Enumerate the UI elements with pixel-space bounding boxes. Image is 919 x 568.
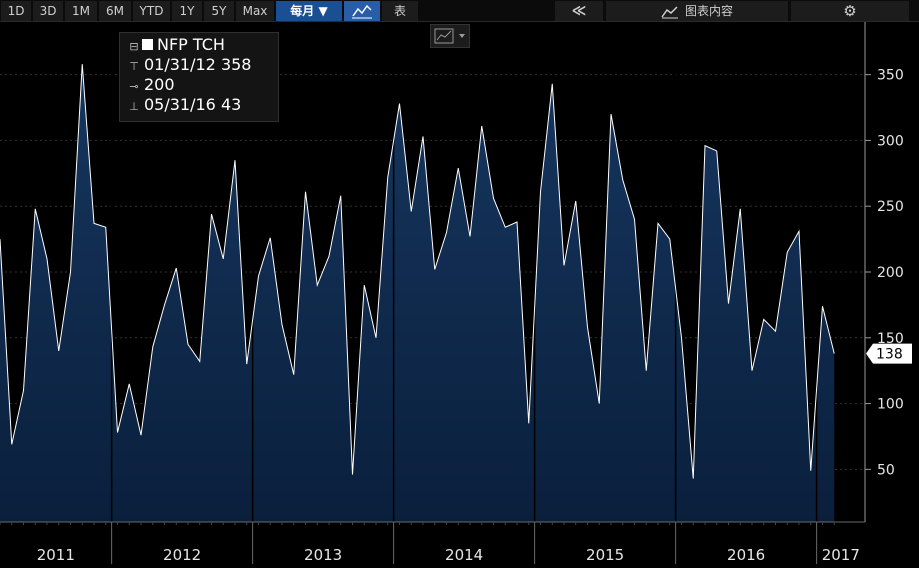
collapse-toggle-icon[interactable]: ⊟: [129, 40, 139, 53]
average-marker-icon: ⊸: [129, 80, 139, 93]
chart-area: 50 100 150 200 250 300 350 138 2011 2012 2013 201…: [0, 22, 919, 564]
settings-button[interactable]: ⚙: [791, 1, 909, 21]
area-chart: 50 100 150 200 250 300 350 138 2011 2012 2013 201…: [0, 22, 919, 564]
y-tick-label: 100: [877, 397, 904, 413]
legend-series-row: ⊟ NFP TCH: [128, 35, 225, 55]
legend-avg-row: ⊸ 200: [128, 75, 175, 95]
x-tick-label: 2017: [822, 546, 860, 564]
range-button-1m[interactable]: 1M: [65, 1, 97, 21]
range-button-max[interactable]: Max: [236, 1, 274, 21]
legend-average-value: 200: [144, 75, 175, 94]
last-value-tag: 138: [866, 343, 912, 364]
range-button-6m[interactable]: 6M: [99, 1, 131, 21]
chart-type-dropdown[interactable]: [430, 24, 470, 48]
high-marker-icon: ⊤: [129, 60, 139, 73]
y-tick-label: 150: [877, 331, 904, 347]
y-tick-label: 300: [877, 133, 904, 149]
line-chart-icon: [352, 4, 372, 19]
y-tick-label: 200: [877, 265, 904, 281]
legend-low-row: ⊥ 05/31/16 43: [128, 95, 241, 115]
chart-content-label: 图表内容: [684, 4, 733, 18]
x-tick-label: 2013: [304, 546, 342, 564]
range-button-5y[interactable]: 5Y: [204, 1, 234, 21]
x-tick-label: 2016: [727, 546, 765, 564]
legend-high-value: 01/31/12 358: [144, 55, 252, 74]
collapse-button[interactable]: ≪: [555, 1, 603, 21]
y-tick-label: 50: [877, 462, 895, 478]
series-area: [0, 64, 835, 523]
range-button-3d[interactable]: 3D: [33, 1, 63, 21]
x-tick-label: 2011: [37, 546, 75, 564]
gear-icon: ⚙: [843, 2, 857, 20]
series-line: [0, 64, 835, 479]
line-chart-icon: [434, 28, 465, 44]
frequency-dropdown[interactable]: 每月 ▼: [276, 1, 342, 21]
range-button-ytd[interactable]: YTD: [133, 1, 170, 21]
range-button-1d[interactable]: 1D: [1, 1, 31, 21]
last-value-label: 138: [876, 347, 903, 363]
x-tick-label: 2015: [586, 546, 624, 564]
legend-box: ⊟ NFP TCH ⊤ 01/31/12 358 ⊸ 200 ⊥ 05/31/16 43: [119, 32, 279, 122]
legend-high-row: ⊤ 01/31/12 358: [128, 55, 251, 75]
y-tick-label: 250: [877, 199, 904, 215]
chart-toolbar: 1D 3D 1M 6M YTD 1Y 5Y Max 每月 ▼ 表 ≪ 图表内容 …: [0, 0, 919, 22]
legend-series-name: NFP TCH: [157, 35, 225, 54]
chart-content-button[interactable]: 图表内容: [606, 1, 788, 21]
y-tick-label: 350: [877, 68, 904, 84]
low-marker-icon: ⊥: [129, 100, 139, 113]
series-swatch: [142, 39, 153, 50]
x-tick-label: 2012: [163, 546, 201, 564]
range-button-1y[interactable]: 1Y: [172, 1, 202, 21]
chart-content-icon: [661, 5, 678, 18]
legend-low-value: 05/31/16 43: [144, 95, 242, 114]
table-button[interactable]: 表: [382, 1, 418, 21]
x-tick-label: 2014: [445, 546, 483, 564]
line-chart-button[interactable]: [344, 1, 380, 21]
chevrons-left-icon: ≪: [571, 3, 587, 19]
